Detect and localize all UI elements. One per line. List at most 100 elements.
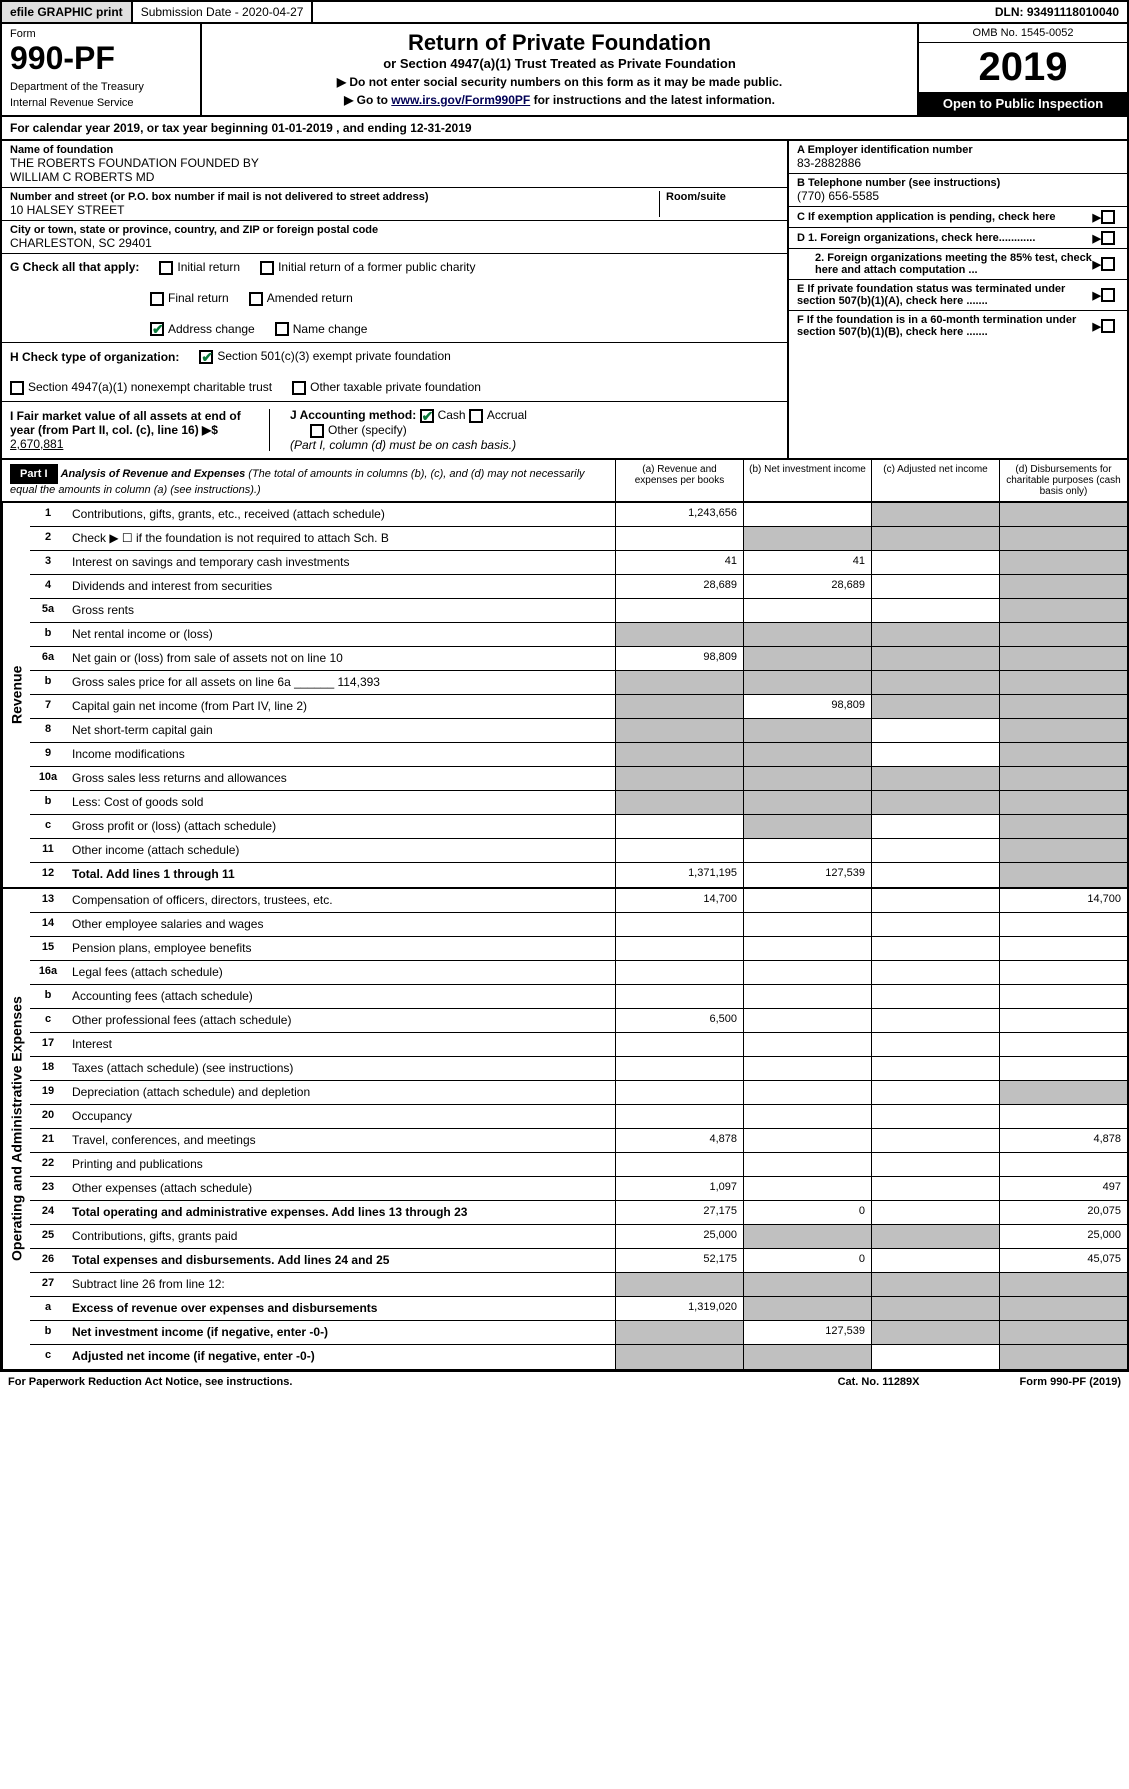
line-desc: Less: Cost of goods sold — [66, 791, 615, 814]
data-cell-shaded — [743, 623, 871, 646]
line-desc: Taxes (attach schedule) (see instruction… — [66, 1057, 615, 1080]
cb-4947[interactable] — [10, 381, 24, 395]
cb-d1[interactable] — [1101, 231, 1115, 245]
data-cell-shaded — [999, 719, 1127, 742]
data-cell — [871, 913, 999, 936]
data-cell: 0 — [743, 1249, 871, 1272]
data-cell-shaded — [999, 1273, 1127, 1296]
h-other-tax: Other taxable private foundation — [310, 380, 481, 394]
line-desc: Total. Add lines 1 through 11 — [66, 863, 615, 887]
line-desc: Legal fees (attach schedule) — [66, 961, 615, 984]
efile-button[interactable]: efile GRAPHIC print — [2, 2, 133, 22]
data-cell-shaded — [743, 1273, 871, 1296]
data-cell — [871, 1057, 999, 1080]
line-desc: Compensation of officers, directors, tru… — [66, 889, 615, 912]
data-cell-shaded — [615, 695, 743, 718]
cb-address[interactable] — [150, 322, 164, 336]
table-row: 5aGross rents — [30, 599, 1127, 623]
data-cell — [871, 937, 999, 960]
data-cell — [871, 743, 999, 766]
name-label: Name of foundation — [10, 144, 779, 156]
col-a-head: (a) Revenue and expenses per books — [615, 460, 743, 501]
g-label: G Check all that apply: — [10, 260, 139, 274]
data-cell-shaded — [615, 1273, 743, 1296]
data-cell: 127,539 — [743, 863, 871, 887]
cb-f[interactable] — [1101, 319, 1115, 333]
arrow-icon: ▶ — [1093, 320, 1101, 333]
data-cell: 127,539 — [743, 1321, 871, 1344]
instr-ssn: ▶ Do not enter social security numbers o… — [208, 75, 911, 89]
data-cell: 25,000 — [999, 1225, 1127, 1248]
line-desc: Gross rents — [66, 599, 615, 622]
data-cell-shaded — [615, 671, 743, 694]
line-desc: Travel, conferences, and meetings — [66, 1129, 615, 1152]
data-cell-shaded — [999, 695, 1127, 718]
cb-initial-former[interactable] — [260, 261, 274, 275]
g-check-row: G Check all that apply: Initial return I… — [2, 254, 787, 343]
data-cell-shaded — [999, 575, 1127, 598]
cb-e[interactable] — [1101, 288, 1115, 302]
data-cell-shaded — [999, 647, 1127, 670]
calyear-mid: , and ending — [333, 121, 410, 135]
line-desc: Net rental income or (loss) — [66, 623, 615, 646]
cb-other-method[interactable] — [310, 424, 324, 438]
data-cell-shaded — [999, 1321, 1127, 1344]
cb-amended[interactable] — [249, 292, 263, 306]
data-cell-shaded — [615, 623, 743, 646]
cb-initial[interactable] — [159, 261, 173, 275]
data-cell: 28,689 — [615, 575, 743, 598]
data-cell — [871, 863, 999, 887]
footer-form: Form 990-PF (2019) — [1020, 1376, 1121, 1388]
line-number: 10a — [30, 767, 66, 790]
line-number: 12 — [30, 863, 66, 887]
expenses-label: Operating and Administrative Expenses — [2, 889, 30, 1369]
table-row: 11Other income (attach schedule) — [30, 839, 1127, 863]
data-cell: 1,371,195 — [615, 863, 743, 887]
data-cell-shaded — [999, 863, 1127, 887]
data-cell — [615, 961, 743, 984]
cb-accrual[interactable] — [469, 409, 483, 423]
submission-date: Submission Date - 2020-04-27 — [133, 2, 314, 22]
line-number: 17 — [30, 1033, 66, 1056]
data-cell: 41 — [743, 551, 871, 574]
data-cell — [871, 1177, 999, 1200]
table-row: 19Depreciation (attach schedule) and dep… — [30, 1081, 1127, 1105]
data-cell — [871, 599, 999, 622]
line-desc: Gross sales less returns and allowances — [66, 767, 615, 790]
table-row: 23Other expenses (attach schedule)1,0974… — [30, 1177, 1127, 1201]
cb-d2[interactable] — [1101, 257, 1115, 271]
instr-link[interactable]: www.irs.gov/Form990PF — [391, 93, 530, 107]
cb-other-taxable[interactable] — [292, 381, 306, 395]
expenses-table: Operating and Administrative Expenses 13… — [0, 889, 1129, 1371]
line-desc: Other income (attach schedule) — [66, 839, 615, 862]
calyear-pre: For calendar year 2019, or tax year begi… — [10, 121, 271, 135]
arrow-icon: ▶ — [1093, 289, 1101, 302]
line-number: 21 — [30, 1129, 66, 1152]
part1-badge: Part I — [10, 464, 58, 484]
g-initial: Initial return — [177, 260, 240, 274]
cb-final[interactable] — [150, 292, 164, 306]
line-desc: Total operating and administrative expen… — [66, 1201, 615, 1224]
line-number: 15 — [30, 937, 66, 960]
data-cell — [999, 937, 1127, 960]
table-row: bAccounting fees (attach schedule) — [30, 985, 1127, 1009]
line-number: a — [30, 1297, 66, 1320]
cb-501c3[interactable] — [199, 350, 213, 364]
g-name: Name change — [293, 322, 368, 336]
ein-label: A Employer identification number — [797, 144, 1119, 156]
cb-c[interactable] — [1101, 210, 1115, 224]
line-desc: Occupancy — [66, 1105, 615, 1128]
data-cell: 20,075 — [999, 1201, 1127, 1224]
data-cell — [871, 1081, 999, 1104]
line-number: 24 — [30, 1201, 66, 1224]
data-cell — [871, 719, 999, 742]
table-row: cAdjusted net income (if negative, enter… — [30, 1345, 1127, 1369]
data-cell — [871, 961, 999, 984]
arrow-icon: ▶ — [1093, 258, 1101, 271]
cb-cash[interactable] — [420, 409, 434, 423]
cb-name-change[interactable] — [275, 322, 289, 336]
line-number: b — [30, 791, 66, 814]
open-public-badge: Open to Public Inspection — [919, 92, 1127, 115]
table-row: bNet rental income or (loss) — [30, 623, 1127, 647]
footer-cat: Cat. No. 11289X — [838, 1376, 920, 1388]
